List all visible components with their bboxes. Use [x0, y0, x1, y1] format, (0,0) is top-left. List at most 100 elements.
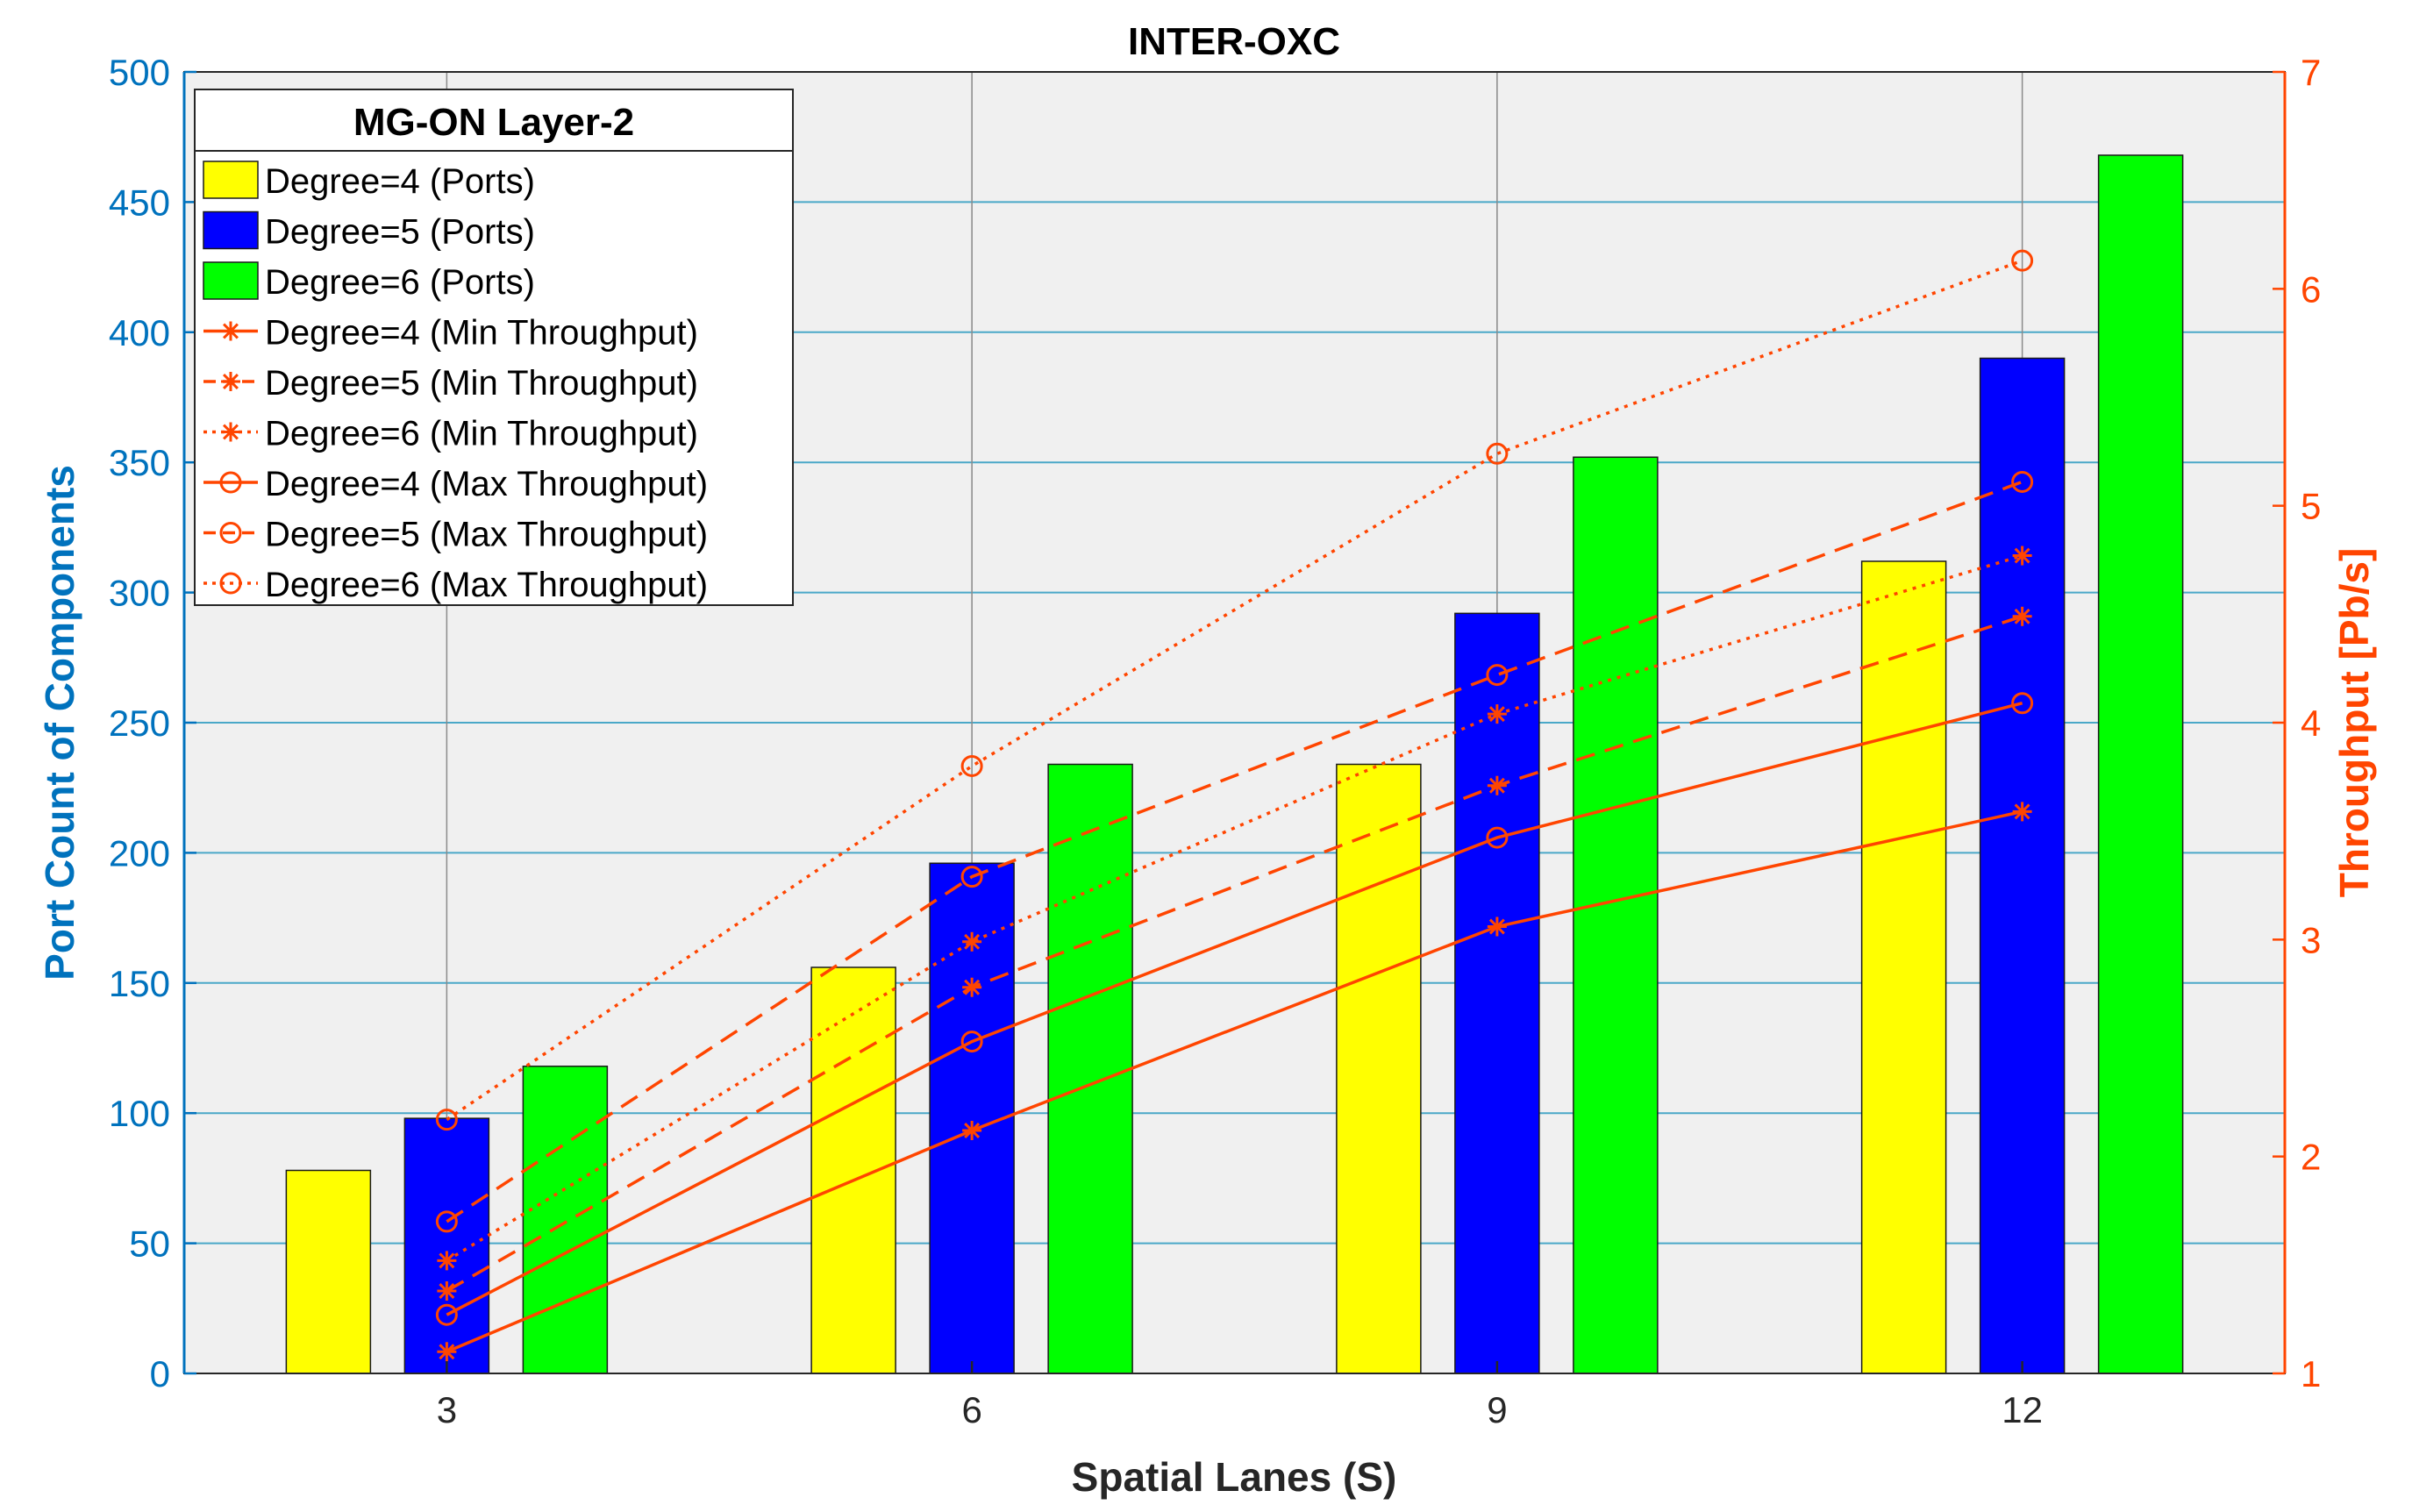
x-tick-label: 12: [2002, 1389, 2043, 1430]
legend-label: Degree=6 (Min Throughput): [265, 415, 698, 453]
bar: [403, 1117, 490, 1374]
bar: [1047, 763, 1133, 1374]
circle-marker: [2011, 249, 2034, 272]
y-tick-label: 500: [109, 52, 170, 93]
legend-label: Degree=4 (Ports): [265, 162, 535, 201]
chart-title: INTER-OXC: [1128, 20, 1340, 63]
star-marker-stroke: [1488, 706, 1505, 723]
circle-marker: [435, 1210, 458, 1233]
bar: [1979, 357, 2066, 1374]
x-tick-label: 3: [437, 1389, 457, 1430]
legend: MG-ON Layer-2 Degree=4 (Ports) Degree=5 (…: [194, 89, 794, 606]
bar: [1454, 612, 1540, 1374]
star-marker-stroke: [964, 933, 981, 950]
y-tick-label: 400: [109, 312, 170, 353]
star-marker: [1487, 916, 1507, 937]
x-axis-label: Spatial Lanes (S): [1072, 1454, 1397, 1500]
y-tick-label: 250: [109, 703, 170, 744]
star-marker-stroke: [1488, 777, 1505, 794]
star-marker-stroke: [223, 374, 239, 389]
bar: [1336, 763, 1422, 1374]
star-marker: [221, 321, 240, 341]
y-tick-label: 0: [150, 1353, 170, 1394]
legend-swatch: [203, 261, 259, 300]
star-marker-stroke: [439, 1252, 455, 1269]
legend-swatch: [203, 210, 259, 250]
circle-marker: [435, 1303, 458, 1326]
star-marker: [2012, 546, 2032, 566]
star-marker-stroke: [223, 424, 239, 440]
star-marker-stroke: [2014, 547, 2030, 564]
y2-axis-label: Throughput [Pb/s]: [2331, 548, 2377, 898]
legend-label: Degree=6 (Max Throughput): [265, 566, 708, 604]
throughput-line: [446, 809, 2023, 1353]
y-axis-label: Port Count of Components: [37, 465, 82, 981]
y-tick-label: 150: [109, 963, 170, 1004]
circle-marker: [435, 1109, 458, 1131]
y-tick-label: 50: [129, 1223, 170, 1265]
star-marker-stroke: [439, 1344, 455, 1360]
circle-marker: [960, 866, 983, 888]
legend-label: Degree=5 (Max Throughput): [265, 516, 708, 554]
bar: [810, 966, 896, 1374]
circle-marker: [219, 471, 242, 494]
circle-marker: [960, 1031, 983, 1053]
circle-marker: [1486, 664, 1509, 687]
circle-marker: [219, 522, 242, 544]
bar: [2097, 154, 2184, 1374]
y2-tick-label: 5: [2301, 486, 2321, 527]
legend-label: Degree=5 (Ports): [265, 213, 535, 252]
star-marker: [437, 1251, 457, 1271]
y-tick-label: 300: [109, 573, 170, 614]
circle-marker: [960, 754, 983, 777]
legend-swatch: [203, 160, 259, 199]
star-marker: [962, 1120, 982, 1140]
bar: [1573, 456, 1659, 1374]
legend-label: Degree=5 (Min Throughput): [265, 364, 698, 403]
legend-title: MG-ON Layer-2: [353, 101, 634, 144]
star-marker: [221, 422, 240, 442]
throughput-line: [446, 259, 2023, 1122]
throughput-line: [446, 615, 2023, 1293]
bar: [522, 1066, 609, 1374]
x-tick-label: 6: [961, 1389, 981, 1430]
y2-tick-label: 2: [2301, 1137, 2321, 1178]
throughput-line: [446, 553, 2023, 1262]
star-marker: [2012, 802, 2032, 822]
y-tick-label: 450: [109, 182, 170, 223]
star-marker-stroke: [1488, 918, 1505, 935]
star-marker-stroke: [964, 979, 981, 995]
circle-marker: [2011, 692, 2034, 715]
throughput-lines: [435, 249, 2034, 1362]
bar: [285, 1169, 372, 1374]
star-marker-stroke: [223, 323, 239, 339]
star-marker-stroke: [964, 1123, 981, 1138]
y2-tick-label: 3: [2301, 919, 2321, 960]
star-marker: [437, 1281, 457, 1302]
star-marker-stroke: [2014, 608, 2030, 624]
circle-marker: [1486, 826, 1509, 849]
legend-label: Degree=6 (Ports): [265, 263, 535, 302]
y2-tick-label: 6: [2301, 268, 2321, 310]
legend-entries: Degree=4 (Ports) Degree=5 (Ports) Degree=6…: [203, 160, 708, 604]
circle-marker: [2011, 470, 2034, 493]
y-tick-label: 100: [109, 1093, 170, 1134]
legend-box: [194, 89, 794, 606]
star-marker: [437, 1342, 457, 1362]
throughput-line: [446, 480, 2023, 1223]
circle-marker: [1486, 442, 1509, 465]
x-tick-label: 9: [1487, 1389, 1507, 1430]
star-marker: [2012, 606, 2032, 626]
y2-tick-label: 4: [2301, 703, 2321, 744]
throughput-line: [446, 702, 2023, 1316]
legend-label: Degree=4 (Max Throughput): [265, 465, 708, 503]
star-marker: [962, 931, 982, 952]
star-marker: [221, 372, 240, 391]
y2-tick-label: 7: [2301, 52, 2321, 93]
star-marker: [1487, 704, 1507, 724]
bar: [1860, 560, 1947, 1374]
circle-marker: [219, 572, 242, 595]
star-marker: [1487, 775, 1507, 795]
